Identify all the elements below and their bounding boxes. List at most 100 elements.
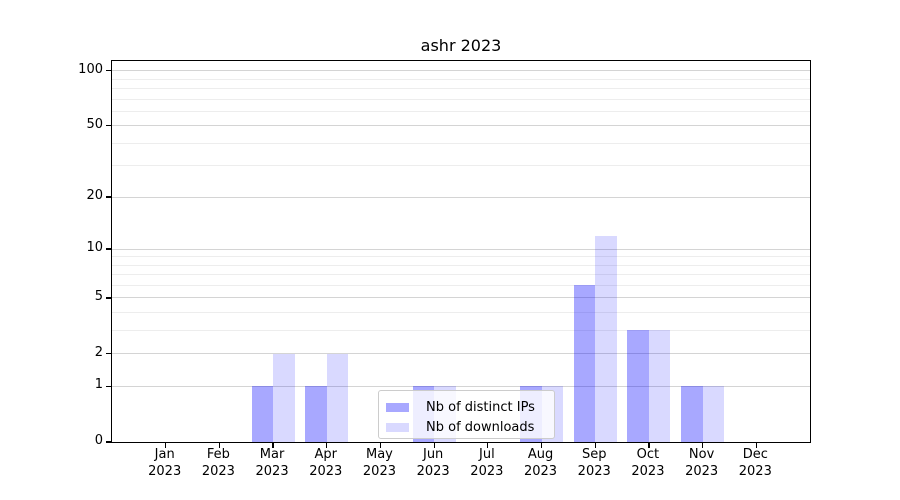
plot-area: Nb of distinct IPs Nb of downloads [105, 60, 811, 449]
y-gridline-minor [112, 329, 810, 331]
x-tick-year: 2023 [416, 463, 450, 479]
bar-distinct-ips [573, 285, 596, 442]
y-gridline-major [112, 70, 810, 72]
bar-downloads [273, 353, 295, 442]
x-tick-month: Apr [314, 447, 338, 462]
y-tick-label: 0 [94, 433, 103, 448]
y-tick-mark [105, 125, 111, 127]
y-tick-label: 50 [86, 116, 103, 132]
x-tick-label: Apr 2023 [296, 447, 356, 480]
x-tick-year: 2023 [309, 463, 343, 479]
y-tick-mark [105, 441, 111, 443]
x-tick-year: 2023 [631, 463, 665, 479]
y-gridline-minor [112, 142, 810, 144]
x-tick-month: May [366, 447, 393, 462]
x-tick-label: Dec 2023 [725, 447, 785, 480]
y-gridline-major [112, 248, 810, 250]
y-gridline-major [112, 125, 810, 127]
y-gridline-major [112, 297, 810, 299]
bar-distinct-ips [681, 386, 703, 442]
bar-distinct-ips [305, 386, 327, 442]
x-tick-month: Mar [259, 447, 285, 462]
x-tick-year: 2023 [738, 463, 772, 479]
y-tick-label: 100 [78, 61, 103, 77]
y-tick-mark [105, 196, 111, 198]
y-gridline-minor [112, 110, 810, 112]
x-tick-year: 2023 [470, 463, 504, 479]
x-tick-month: Feb [206, 447, 230, 462]
x-tick-month: Sep [581, 447, 607, 462]
x-tick-year: 2023 [148, 463, 182, 479]
y-tick-label: 1 [94, 377, 103, 393]
x-axis-labels: Jan 2023 Feb 2023 Mar 2023 Apr 2023 May 2023 Jun 20… [111, 447, 809, 483]
x-tick-year: 2023 [201, 463, 235, 479]
x-tick-mark [218, 443, 221, 449]
x-tick-month: Dec [742, 447, 768, 462]
x-tick-month: Oct [636, 447, 660, 462]
y-tick-mark [105, 248, 111, 250]
x-tick-mark [701, 443, 704, 449]
legend-swatch [386, 402, 409, 412]
x-tick-mark [755, 443, 757, 449]
x-tick-year: 2023 [577, 463, 611, 479]
legend: Nb of distinct IPs Nb of downloads [378, 390, 555, 439]
x-tick-label: Oct 2023 [618, 447, 678, 480]
x-tick-label: Aug 2023 [511, 447, 571, 480]
bar-downloads [326, 353, 349, 442]
y-gridline-major [112, 385, 810, 387]
y-gridline-major [112, 196, 810, 198]
bar-distinct-ips [251, 386, 274, 442]
bar-distinct-ips [627, 330, 649, 442]
bar-downloads [595, 235, 617, 442]
x-tick-label: Nov 2023 [672, 447, 732, 480]
y-axis-labels: 0 1 2 5 10 20 50 100 [0, 60, 103, 448]
legend-item-downloads: Nb of downloads [386, 417, 554, 437]
y-gridline-minor [112, 264, 810, 266]
x-tick-year: 2023 [523, 463, 558, 479]
y-tick-label: 20 [86, 188, 103, 204]
x-tick-year: 2023 [255, 463, 289, 479]
y-tick-mark [105, 70, 111, 72]
legend-label: Nb of distinct IPs [426, 399, 535, 415]
y-tick-label: 5 [94, 288, 103, 304]
y-tick-mark [105, 297, 111, 299]
y-tick-label: 2 [94, 344, 103, 360]
y-gridline-minor [112, 78, 810, 80]
legend-item-distinct-ips: Nb of distinct IPs [386, 397, 554, 417]
x-tick-month: Jul [479, 447, 495, 462]
x-tick-month: Nov [688, 447, 715, 462]
y-tick-mark [105, 352, 111, 355]
x-tick-year: 2023 [685, 463, 719, 479]
y-gridline-minor [112, 284, 810, 286]
y-gridline-major [112, 353, 810, 355]
y-gridline-minor [112, 256, 810, 258]
x-tick-month: Jun [422, 447, 444, 462]
x-tick-label: Jan 2023 [135, 447, 195, 480]
x-tick-mark [379, 443, 382, 449]
x-tick-mark [487, 443, 489, 449]
bar-downloads [702, 386, 725, 442]
x-tick-mark [326, 443, 328, 449]
x-tick-label: Jul 2023 [457, 447, 517, 480]
x-tick-mark [272, 443, 274, 449]
x-tick-mark [594, 443, 596, 449]
y-tick-mark [105, 385, 111, 387]
y-tick-label: 10 [86, 240, 103, 256]
x-tick-label: May 2023 [349, 447, 409, 480]
legend-swatch [386, 422, 409, 432]
y-gridline-minor [112, 312, 810, 314]
y-gridline-minor [112, 274, 810, 276]
x-tick-month: Aug [527, 447, 554, 462]
y-gridline-minor [112, 98, 810, 100]
x-tick-label: Jun 2023 [403, 447, 463, 480]
bar-downloads [648, 330, 671, 442]
x-tick-label: Feb 2023 [188, 447, 248, 480]
x-tick-label: Mar 2023 [242, 447, 302, 480]
x-tick-mark [433, 443, 435, 449]
y-gridline-minor [112, 87, 810, 89]
legend-label: Nb of downloads [426, 419, 535, 435]
x-tick-month: Jan [154, 447, 175, 462]
chart-title: ashr 2023 [420, 36, 502, 55]
y-gridline-minor [112, 165, 810, 167]
x-tick-mark [165, 443, 167, 449]
